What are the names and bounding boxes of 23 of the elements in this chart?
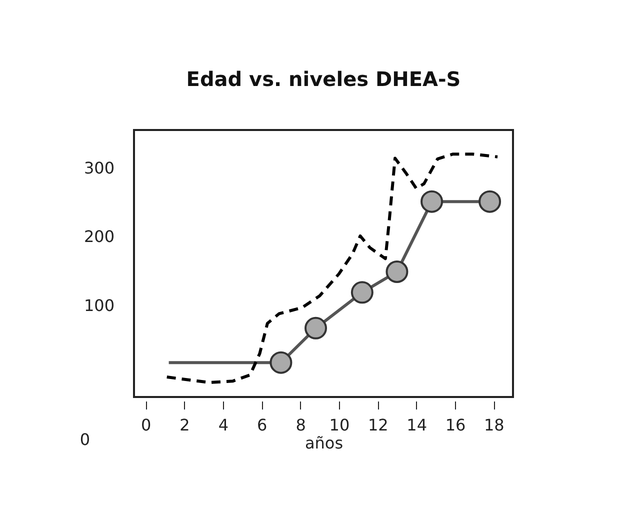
- x-tick-label: 0: [141, 416, 152, 434]
- line-series: [165, 152, 500, 384]
- x-tick-label: 18: [484, 416, 504, 434]
- x-tick-label: 16: [445, 416, 466, 434]
- x-tick-label: 6: [257, 416, 268, 434]
- y-tick-label: 300: [84, 158, 114, 178]
- x-tick-label: 14: [406, 416, 427, 434]
- x-tick-label: 10: [329, 416, 350, 434]
- x-tick-label: 4: [218, 416, 229, 434]
- x-tick-label: 8: [296, 416, 306, 434]
- point: [478, 190, 502, 213]
- x-tick-label: 2: [180, 416, 190, 434]
- text: 0: [80, 430, 90, 449]
- x-axis-title: años: [304, 434, 344, 452]
- x-tick-label: 12: [368, 416, 388, 434]
- y-tick-label: 200: [84, 227, 114, 246]
- point: [420, 190, 444, 213]
- point: [270, 351, 292, 374]
- chart-title: Edad vs. niveles DHEA-S: [186, 67, 461, 91]
- point: [304, 316, 328, 340]
- point: [350, 281, 374, 304]
- y-tick-label: 100: [84, 296, 114, 315]
- point: [386, 260, 408, 283]
